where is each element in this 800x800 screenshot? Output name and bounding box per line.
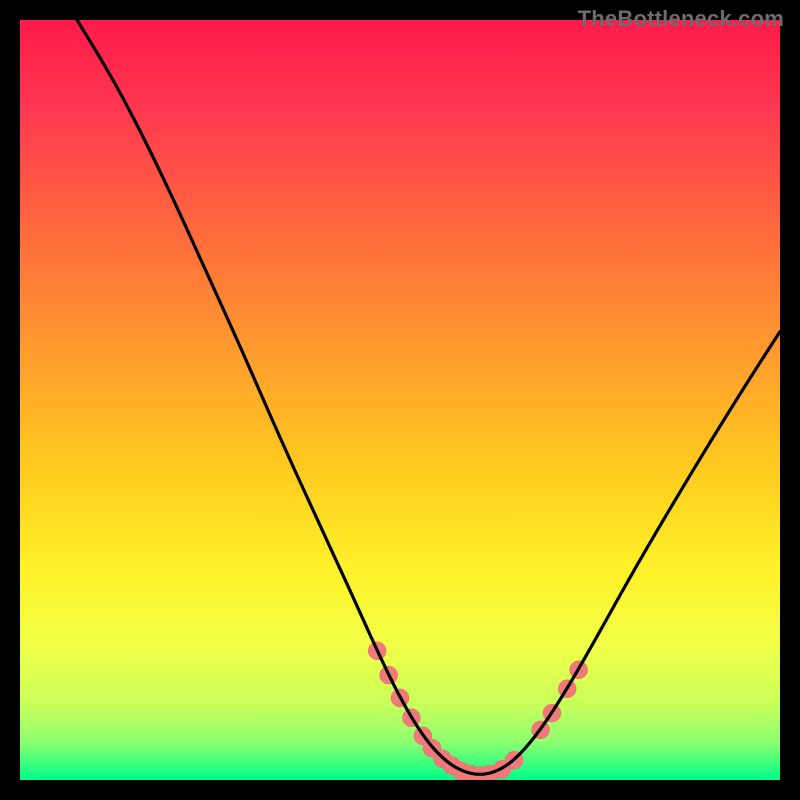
chart-stage: TheBottleneck.com [0,0,800,800]
gradient-background [20,20,780,780]
chart-svg [0,0,800,800]
